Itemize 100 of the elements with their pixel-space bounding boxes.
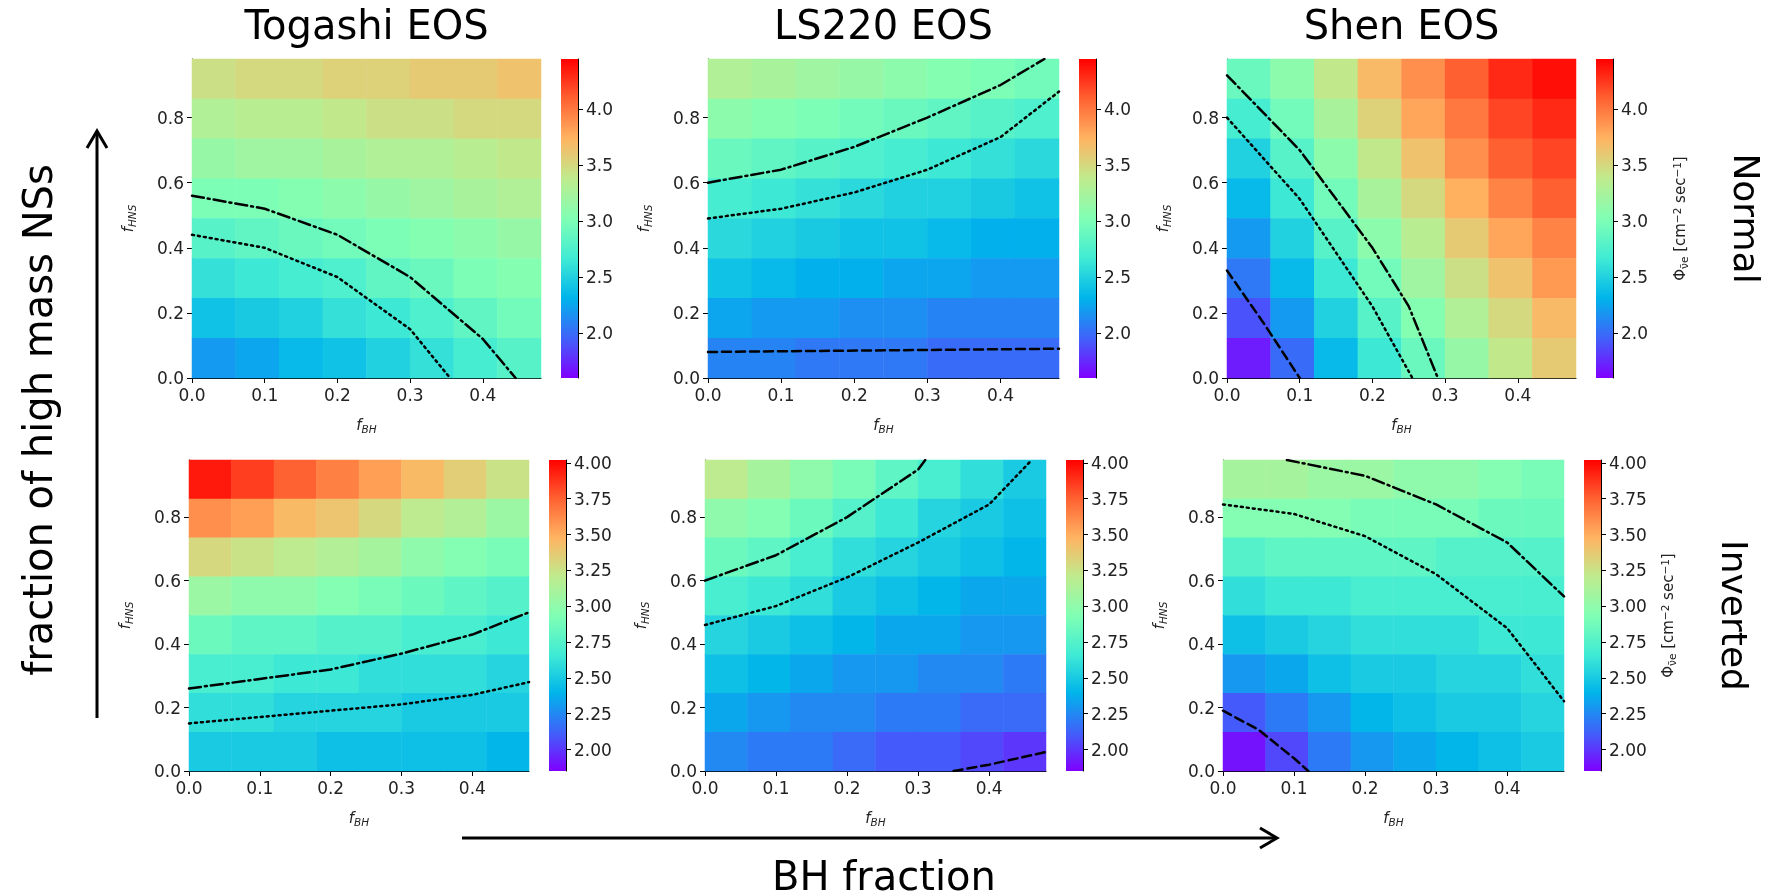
color-bar-label: 2.5 (1621, 267, 1649, 288)
color-bar-label: 4.00 (574, 452, 612, 473)
x-tick-label: 0.2 (1351, 777, 1379, 798)
color-bar-label: 2.0 (1104, 323, 1132, 344)
y-tick-label: 0.2 (672, 302, 700, 323)
y-tick-label: 0.6 (1187, 570, 1215, 591)
color-bar-label: 2.5 (1104, 267, 1132, 288)
color-bar-label: 3.0 (1104, 211, 1132, 232)
chart-title: LS220 EOS (774, 2, 993, 48)
y-tick-label: 0.6 (669, 570, 697, 591)
x-tick-label: 0.1 (1280, 777, 1308, 798)
color-bar-label: 4.0 (1104, 99, 1132, 120)
text: fraction of high mass NSs (15, 164, 61, 676)
line-series (1221, 503, 1566, 703)
x-tick-label: 0.1 (246, 777, 274, 798)
color-bar-label: 2.25 (1091, 703, 1129, 724)
y-axis-title: fHNS (118, 204, 138, 233)
y-tick-label: 0.2 (156, 302, 184, 323)
color-bar-label: 3.25 (1609, 560, 1647, 581)
color-bar-label: 4.00 (1091, 452, 1129, 473)
y-tick-label: 0.6 (672, 172, 700, 193)
color-bar-label: 2.50 (574, 667, 612, 688)
x-tick-label: 0.4 (975, 777, 1003, 798)
color-bar-label: 3.50 (1609, 524, 1647, 545)
color-bar-label: 3.0 (1621, 211, 1649, 232)
y-tick-label: 0.6 (153, 570, 181, 591)
color-bar-label: 3.75 (1609, 488, 1647, 509)
y-tick-label: 0.8 (1187, 507, 1215, 528)
color-bar-label: 3.00 (1609, 596, 1647, 617)
x-tick-label: 0.2 (1358, 384, 1386, 405)
y-tick-label: 0.4 (1187, 634, 1215, 655)
x-tick-label: 0.2 (833, 777, 861, 798)
y-axis-title: fHNS (1149, 601, 1169, 630)
text: BH fraction (772, 853, 996, 896)
line-series (706, 90, 1061, 220)
color-bar-label: 2.50 (1609, 667, 1647, 688)
color-bar-label: 3.0 (586, 211, 614, 232)
y-tick-label: 0.6 (1191, 172, 1219, 193)
y-tick-label: 0.8 (672, 107, 700, 128)
color-bar-label: 3.00 (574, 596, 612, 617)
color-bar-label: 2.00 (1091, 739, 1129, 760)
color-bar-label: 3.00 (1091, 596, 1129, 617)
y-tick-label: 0.2 (1191, 302, 1219, 323)
color-bar-label: 2.25 (1609, 703, 1647, 724)
x-tick-label: 0.4 (1493, 777, 1521, 798)
color-bar-label: 3.5 (1621, 155, 1649, 176)
color-bar-label: 2.25 (574, 703, 612, 724)
x-tick-label: 0.2 (317, 777, 345, 798)
color-bar-label: 3.50 (574, 524, 612, 545)
y-tick-label: 0.6 (156, 172, 184, 193)
color-bar-label: 3.75 (574, 488, 612, 509)
y-tick-label: 0.4 (669, 634, 697, 655)
color-bar-label: 2.00 (1609, 739, 1647, 760)
x-tick-label: 0.3 (904, 777, 932, 798)
x-tick-label: 0.4 (469, 384, 497, 405)
line-series (703, 458, 1034, 627)
y-tick-label: 0.2 (153, 697, 181, 718)
y-axis-title: fHNS (1153, 204, 1173, 233)
color-bar-label: 3.25 (574, 560, 612, 581)
x-tick-label: 0.4 (1504, 384, 1532, 405)
text: Inverted (1713, 540, 1755, 691)
y-tick-label: 0.4 (1191, 237, 1219, 258)
y-tick-label: 0.8 (669, 507, 697, 528)
y-tick-label: 0.4 (672, 237, 700, 258)
color-bar-label: 2.0 (1621, 323, 1649, 344)
line-series (187, 611, 531, 690)
x-tick-label: 0.4 (458, 777, 486, 798)
line-series (187, 680, 531, 725)
text: Normal (1725, 153, 1767, 284)
y-tick-label: 0.4 (156, 237, 184, 258)
x-tick-label: 0.4 (986, 384, 1015, 405)
x-tick-label: 0.3 (396, 384, 424, 405)
color-bar-label: 4.0 (1621, 99, 1649, 120)
color-bar-label: 2.0 (586, 323, 614, 344)
x-tick-label: 0.1 (762, 777, 790, 798)
color-bar-label: 3.5 (586, 155, 614, 176)
color-bar-label: 3.50 (1091, 524, 1129, 545)
y-axis-title: fHNS (115, 601, 135, 630)
x-tick-label: 0.3 (1422, 777, 1450, 798)
y-tick-label: 0.8 (156, 107, 184, 128)
y-tick-label: 0.8 (153, 507, 181, 528)
x-tick-label: 0.2 (323, 384, 351, 405)
x-tick-label: 0.1 (767, 384, 795, 405)
x-tick-label: 0.1 (251, 384, 279, 405)
line-series (1285, 458, 1566, 598)
color-bar-label: 2.75 (1609, 632, 1647, 653)
color-bar-label: 3.5 (1104, 155, 1132, 176)
x-tick-label: 0.3 (1431, 384, 1459, 405)
x-tick-label: 0.2 (840, 384, 868, 405)
color-bar-label: 3.25 (1091, 560, 1129, 581)
y-axis-title: fHNS (631, 601, 651, 630)
color-bar-label: 3.75 (1091, 488, 1129, 509)
color-bar-label: 2.5 (586, 267, 614, 288)
color-bar-label: 4.00 (1609, 452, 1647, 473)
color-bar-label: 2.75 (574, 632, 612, 653)
y-tick-label: 0.2 (1187, 697, 1215, 718)
color-bar-title: Φν̄e [cm−2 sec−1] (1658, 553, 1678, 678)
color-bar-title: Φν̄e [cm−2 sec−1] (1670, 156, 1690, 281)
y-tick-label: 0.2 (669, 697, 697, 718)
chart-title: Shen EOS (1303, 2, 1500, 48)
